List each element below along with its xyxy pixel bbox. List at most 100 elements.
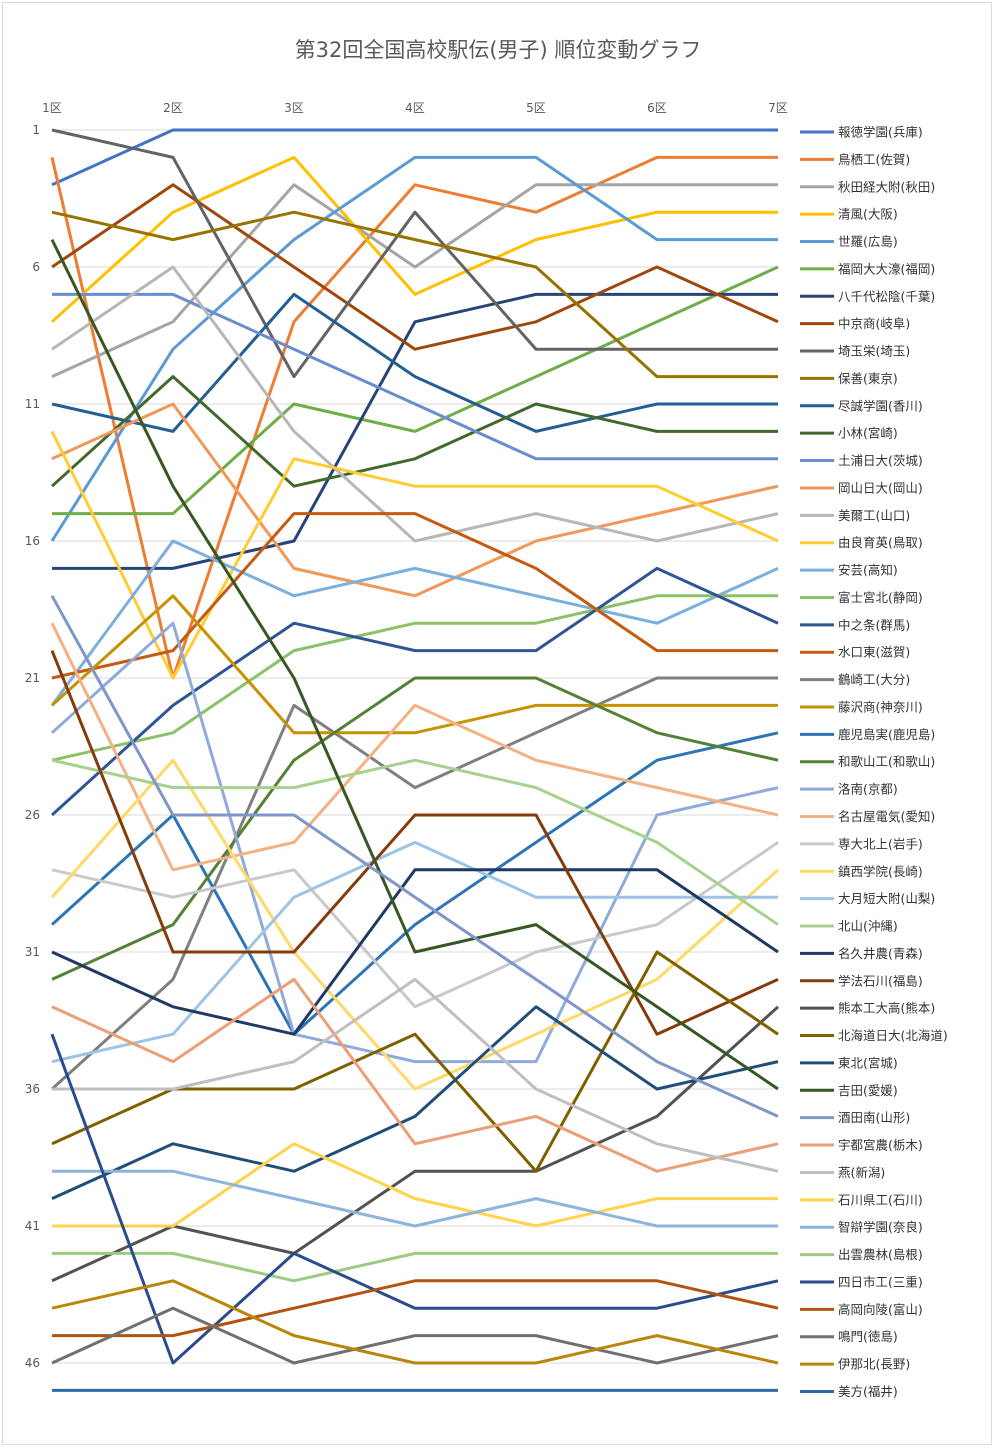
series-line <box>52 1169 778 1228</box>
series-line <box>50 621 779 1064</box>
legend-label: 藤沢商(神奈川) <box>838 699 923 714</box>
series-line <box>50 622 779 872</box>
series-line <box>51 1306 779 1365</box>
series-line <box>50 430 779 680</box>
series-line <box>51 1005 779 1200</box>
series-line <box>51 292 778 433</box>
legend-label: 学法石川(福島) <box>838 973 923 988</box>
legend-label: 美方(福井) <box>838 1384 898 1399</box>
series-line <box>51 594 778 762</box>
legend-label: 美爾工(山口) <box>838 508 910 523</box>
legend-label: 清風(大阪) <box>838 207 898 222</box>
series-line <box>51 512 778 680</box>
y-tick-label: 1 <box>32 123 40 137</box>
legend-label: 秋田経大附(秋田) <box>838 179 935 194</box>
series-line <box>50 566 779 817</box>
legend-label: 中之条(群馬) <box>838 617 910 632</box>
legend-label: 高岡向陵(富山) <box>838 1302 923 1317</box>
series-line <box>51 676 779 981</box>
legend-label: 熊本工大高(熊本) <box>838 1001 935 1016</box>
series-line <box>51 841 779 1009</box>
legend-label: 名久井農(青森) <box>838 946 923 961</box>
chart-title: 第32回全国高校駅伝(男子) 順位変動グラフ <box>294 38 702 62</box>
legend-label: 由良育英(鳥取) <box>838 535 923 550</box>
x-tick-label: 4区 <box>405 101 425 115</box>
y-tick-label: 6 <box>32 260 40 274</box>
series-line <box>52 265 779 516</box>
series-line <box>50 155 778 323</box>
series-line <box>50 1033 779 1365</box>
legend-label: 石川県工(石川) <box>838 1192 923 1207</box>
series-line <box>50 650 779 1036</box>
series-line <box>51 868 779 1036</box>
legend-label: 鳥栖工(佐賀) <box>838 152 910 167</box>
y-tick-label: 21 <box>25 671 40 685</box>
legend-label: 小林(宮崎) <box>838 426 898 441</box>
legend-label: 洛南(京都) <box>838 782 898 797</box>
y-tick-label: 11 <box>25 397 40 411</box>
legend-label: 中京商(岐阜) <box>838 316 910 331</box>
legend-label: 大月短大附(山梨) <box>838 891 935 906</box>
series-line <box>51 840 778 1064</box>
legend-label: 世羅(広島) <box>838 234 898 249</box>
legend-label: 智辯学園(奈良) <box>838 1220 923 1235</box>
legend-label: 宇都宮農(栃木) <box>838 1138 923 1153</box>
series-line <box>51 758 779 926</box>
series-line <box>51 265 779 543</box>
legend-label: 出雲農林(島根) <box>838 1247 923 1262</box>
legend-label: 伊那北(長野) <box>838 1357 910 1372</box>
series-line <box>50 595 779 1118</box>
series-line <box>50 238 779 1091</box>
y-tick-label: 26 <box>25 808 40 822</box>
legend: 報徳学園(兵庫) 鳥栖工(佐賀) 秋田経大附(秋田) 清風(大阪) 世羅(広島) 福岡大大… <box>800 125 948 1399</box>
legend-label: 鎮西学院(長崎) <box>838 864 923 879</box>
legend-label: 吉田(愛媛) <box>838 1083 898 1098</box>
series-line <box>51 1279 779 1365</box>
legend-label: 鹿児島実(鹿児島) <box>838 727 935 742</box>
legend-label: 安芸(高知) <box>838 563 898 578</box>
series-line <box>50 594 778 735</box>
series-line <box>51 128 778 187</box>
series-line <box>51 402 779 598</box>
legend-label: 岡山日大(岡山) <box>838 480 923 495</box>
series-line <box>52 1251 778 1283</box>
series-line <box>50 758 780 1091</box>
legend-label: 東北(宮城) <box>838 1055 898 1070</box>
x-tick-label: 1区 <box>42 101 62 115</box>
legend-label: 鳴門(徳島) <box>838 1329 898 1344</box>
series-line <box>50 155 778 542</box>
legend-label: 八千代松陰(千葉) <box>838 289 935 304</box>
x-axis-labels: 1区 2区 3区 4区 5区 6区 7区 <box>42 101 788 115</box>
legend-label: 和歌山工(和歌山) <box>838 754 935 769</box>
legend-label: 燕(新潟) <box>838 1165 885 1180</box>
series-line <box>52 292 778 570</box>
y-tick-label: 41 <box>25 1219 40 1233</box>
y-tick-label: 31 <box>25 945 40 959</box>
legend-label: 北山(沖縄) <box>838 919 898 934</box>
series-line <box>51 183 778 378</box>
legend-label: 鶴崎工(大分) <box>838 672 910 687</box>
legend-label: 福岡大大濠(福岡) <box>838 261 935 276</box>
series-line <box>50 676 778 1091</box>
legend-label: 北海道日大(北海道) <box>838 1028 948 1043</box>
series-line <box>51 977 779 1173</box>
series-line <box>50 375 778 488</box>
legend-label: 富士宮北(静岡) <box>838 590 923 605</box>
x-tick-label: 7区 <box>768 101 788 115</box>
x-tick-label: 6区 <box>647 101 667 115</box>
series-line <box>52 1142 778 1228</box>
legend-label: 報徳学園(兵庫) <box>838 125 923 140</box>
legend-label: 名古屋電気(愛知) <box>838 809 935 824</box>
series-line <box>52 977 779 1173</box>
y-tick-label: 36 <box>25 1082 40 1096</box>
series-line <box>52 292 778 461</box>
legend-label: 水口東(滋賀) <box>838 645 910 660</box>
x-tick-label: 2区 <box>163 101 183 115</box>
legend-label: 専大北上(岩手) <box>838 836 923 851</box>
legend-label: 埼玉栄(埼玉) <box>838 344 910 359</box>
legend-label: 尽誠学園(香川) <box>838 398 923 413</box>
legend-label: 四日市工(三重) <box>838 1274 923 1289</box>
y-tick-label: 16 <box>25 534 40 548</box>
